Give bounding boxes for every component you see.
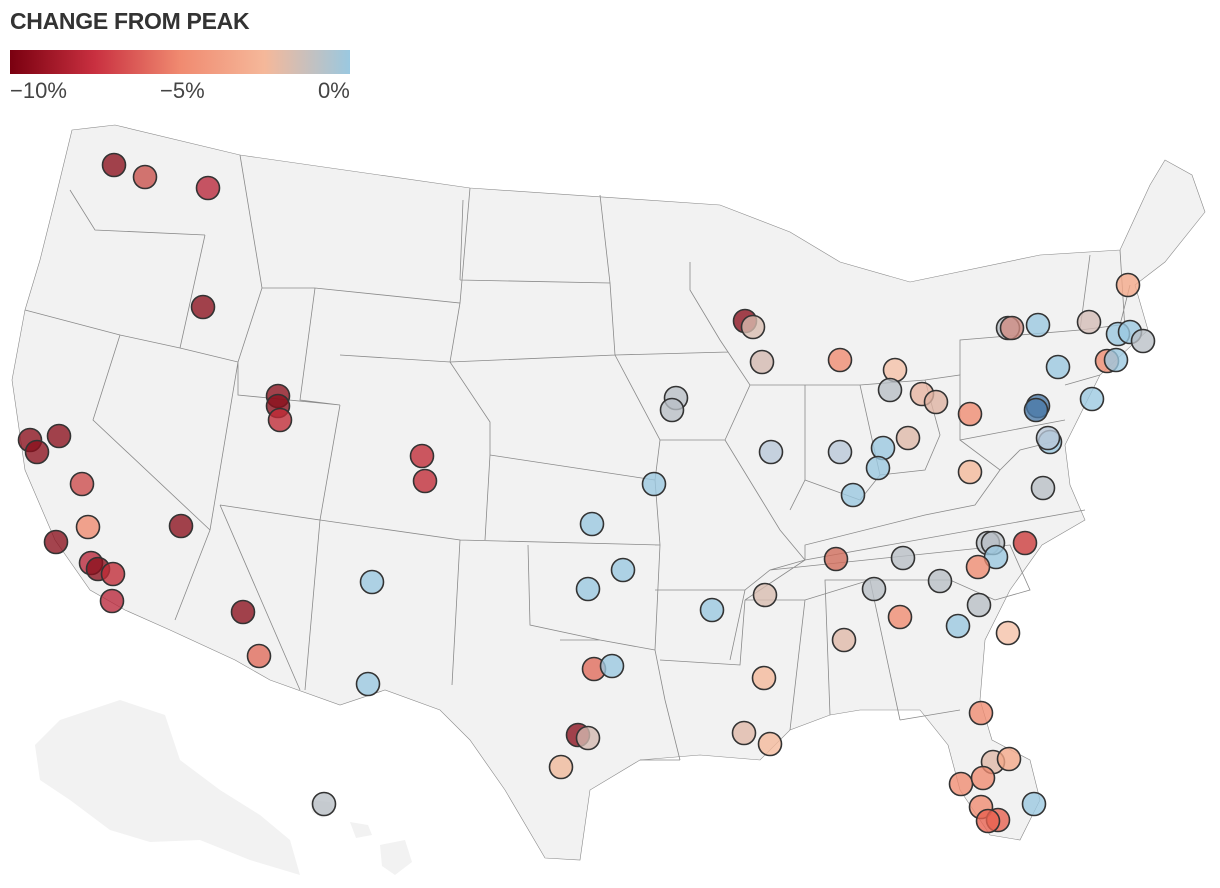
metro-marker-wa-1[interactable] xyxy=(132,164,158,190)
metro-marker-wv-53[interactable] xyxy=(957,459,983,485)
metro-marker-nc-73[interactable] xyxy=(965,554,991,580)
metro-marker-fl-95[interactable] xyxy=(1021,791,1047,817)
metro-marker-wa-0[interactable] xyxy=(101,152,127,178)
metro-marker-tx-33[interactable] xyxy=(575,725,601,751)
metro-marker-fl-94[interactable] xyxy=(975,808,1001,834)
metro-marker-nc-72[interactable] xyxy=(1012,530,1038,556)
metro-marker-in-46[interactable] xyxy=(827,439,853,465)
metro-marker-ky-49[interactable] xyxy=(840,482,866,508)
state-border-lines xyxy=(24,154,1131,761)
metro-marker-sc-81[interactable] xyxy=(995,620,1021,646)
metro-marker-wa-2[interactable] xyxy=(195,175,221,201)
metro-marker-mi-41[interactable] xyxy=(882,357,908,383)
metro-marker-wi-38[interactable] xyxy=(749,349,775,375)
metro-marker-fl-90[interactable] xyxy=(948,771,974,797)
metro-marker-la-86[interactable] xyxy=(757,731,783,757)
metro-marker-ok-26[interactable] xyxy=(610,557,636,583)
metro-marker-il-39[interactable] xyxy=(758,439,784,465)
metro-marker-ca-10[interactable] xyxy=(46,423,72,449)
metro-marker-nh-68[interactable] xyxy=(1115,272,1141,298)
metro-marker-in-47[interactable] xyxy=(870,435,896,461)
metro-marker-ca-11[interactable] xyxy=(24,439,50,465)
legend-color-bar xyxy=(10,50,350,74)
metro-marker-ca-18[interactable] xyxy=(100,561,126,587)
metro-marker-tn-75[interactable] xyxy=(890,545,916,571)
metro-marker-ga-79[interactable] xyxy=(887,604,913,630)
metro-marker-mi-42[interactable] xyxy=(877,377,903,403)
metro-marker-va-56[interactable] xyxy=(1035,425,1061,451)
metro-marker-mi-40[interactable] xyxy=(827,347,853,373)
metro-marker-ia-29[interactable] xyxy=(659,397,685,423)
state-borders xyxy=(24,154,1131,761)
metro-marker-ny-60[interactable] xyxy=(1076,309,1102,335)
marker-layer xyxy=(17,152,1156,834)
metro-marker-hi-96[interactable] xyxy=(311,791,337,817)
metro-marker-oh-45[interactable] xyxy=(895,425,921,451)
hawaii-land xyxy=(310,800,412,875)
metro-marker-id-3[interactable] xyxy=(190,294,216,320)
metro-marker-fl-91[interactable] xyxy=(970,765,996,791)
legend-tick-zero: 0% xyxy=(318,78,350,103)
metro-marker-ms-84[interactable] xyxy=(751,665,777,691)
metro-marker-nj-62[interactable] xyxy=(1079,386,1105,412)
metro-marker-nm-22[interactable] xyxy=(359,569,385,595)
metro-marker-nj-61[interactable] xyxy=(1045,354,1071,380)
metro-marker-ny-58[interactable] xyxy=(999,315,1025,341)
metro-marker-tn-77[interactable] xyxy=(752,582,778,608)
metro-marker-ca-19[interactable] xyxy=(99,588,125,614)
metro-marker-oh-44[interactable] xyxy=(923,389,949,415)
metro-marker-la-85[interactable] xyxy=(731,720,757,746)
metro-marker-pa-52[interactable] xyxy=(1023,397,1049,423)
metro-marker-nm-23[interactable] xyxy=(355,671,381,697)
legend-tick-minus-5: −5% xyxy=(160,78,205,103)
metro-marker-ut-6[interactable] xyxy=(267,407,293,433)
metro-marker-ca-12[interactable] xyxy=(69,471,95,497)
metro-marker-fl-87[interactable] xyxy=(968,700,994,726)
metro-marker-co-8[interactable] xyxy=(412,468,438,494)
metro-marker-ny-59[interactable] xyxy=(1025,312,1051,338)
metro-marker-ga-82[interactable] xyxy=(945,613,971,639)
metro-marker-ks-24[interactable] xyxy=(579,511,605,537)
metro-marker-ne-27[interactable] xyxy=(641,471,667,497)
metro-marker-ca-14[interactable] xyxy=(43,529,69,555)
metro-marker-wi-37[interactable] xyxy=(740,314,766,340)
conus-land xyxy=(11,124,1206,861)
metro-marker-az-21[interactable] xyxy=(246,643,272,669)
metro-marker-ct-64[interactable] xyxy=(1103,347,1129,373)
metro-marker-az-20[interactable] xyxy=(230,599,256,625)
metro-marker-nv-15[interactable] xyxy=(168,513,194,539)
metro-marker-al-83[interactable] xyxy=(831,627,857,653)
metro-marker-md-54[interactable] xyxy=(1030,475,1056,501)
metro-marker-ar-35[interactable] xyxy=(699,597,725,623)
legend-title: CHANGE FROM PEAK xyxy=(10,8,250,34)
metro-marker-ga-78[interactable] xyxy=(927,568,953,594)
metro-marker-tx-34[interactable] xyxy=(548,754,574,780)
metro-marker-co-7[interactable] xyxy=(409,443,435,469)
metro-marker-in-48[interactable] xyxy=(865,455,891,481)
metro-marker-ca-13[interactable] xyxy=(75,514,101,540)
metro-marker-fl-89[interactable] xyxy=(996,746,1022,772)
metro-marker-sc-80[interactable] xyxy=(966,592,992,618)
metro-marker-ok-25[interactable] xyxy=(575,576,601,602)
alaska-land xyxy=(35,700,300,875)
land-layer xyxy=(11,124,1206,875)
metro-marker-tn-76[interactable] xyxy=(861,576,887,602)
metro-marker-tn-74[interactable] xyxy=(823,546,849,572)
legend-tick-minus-10: −10% xyxy=(10,78,67,103)
metro-marker-pa-50[interactable] xyxy=(957,401,983,427)
metro-marker-ma-67[interactable] xyxy=(1130,328,1156,354)
metro-marker-tx-31[interactable] xyxy=(599,653,625,679)
